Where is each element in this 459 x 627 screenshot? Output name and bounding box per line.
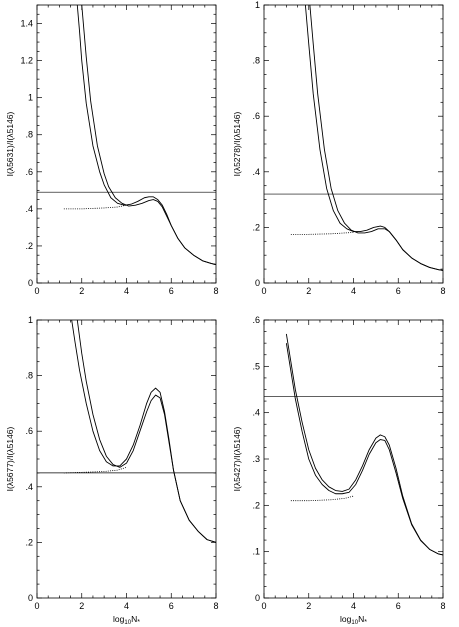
y-tick-label: 0 <box>255 593 260 603</box>
y-tick-label: .4 <box>25 204 33 214</box>
x-tick-label: 2 <box>79 286 84 296</box>
dotted-series-line <box>290 232 354 235</box>
x-tick-label: 4 <box>124 601 129 611</box>
x-tick-label: 8 <box>440 286 445 296</box>
dotted-series-line <box>63 204 127 210</box>
y-tick-label: .8 <box>25 130 33 140</box>
x-tick-label: 4 <box>351 601 356 611</box>
y-tick-label: 1.2 <box>20 56 33 66</box>
y-tick-label: .3 <box>252 454 260 464</box>
y-tick-label: .4 <box>25 482 33 492</box>
y-axis-label: I(λ5677)/I(λ5146) <box>5 426 15 491</box>
curves <box>63 320 216 543</box>
x-tick-label: 0 <box>34 286 39 296</box>
x-tick-label: 4 <box>351 286 356 296</box>
x-tick-label: 8 <box>440 601 445 611</box>
series-line-1 <box>285 333 443 556</box>
y-tick-label: 1 <box>28 315 33 325</box>
series-line-2 <box>76 320 216 543</box>
y-tick-label: .1 <box>252 547 260 557</box>
plot-frame <box>36 4 217 284</box>
series-line-1 <box>76 5 216 265</box>
x-tick-label: 2 <box>306 601 311 611</box>
y-axis-label: I(λ5631)/I(λ5146) <box>5 111 15 176</box>
x-tick-label: 0 <box>261 286 266 296</box>
y-axis-label: I(λ5427)/I(λ5146) <box>232 426 242 491</box>
x-tick-label: 6 <box>396 286 401 296</box>
y-tick-label: .4 <box>252 408 260 418</box>
dotted-series-line <box>290 495 354 502</box>
plot-frame <box>263 4 444 284</box>
curves <box>285 333 443 556</box>
x-tick-label: 0 <box>261 601 266 611</box>
panel-1: 0 2 4 6 8 0 .2 .4 .6 .8 1 1.2 1.4 I(λ5631)/I(λ5146) <box>5 4 219 296</box>
y-tick-label: 1 <box>28 93 33 103</box>
curves <box>63 5 216 265</box>
panel-4: 0 2 4 6 8 0 .1 .2 .3 .4 .5 .6 I(λ5427)/I(λ5146) log10… <box>232 315 446 626</box>
y-tick-label: .2 <box>252 222 260 232</box>
x-axis-label: log10N* <box>113 614 140 626</box>
y-tick-label: .8 <box>25 371 33 381</box>
panel-3: 0 2 4 6 8 0 .2 .4 .6 .8 1 I(λ5677)/I(λ5146) log10N* <box>5 315 219 626</box>
y-tick-label: 1 <box>255 0 260 10</box>
panel-2: 0 2 4 6 8 0 .2 .4 .6 .8 1 I(λ5278)/I(λ5146) <box>232 0 446 296</box>
y-tick-label: .2 <box>252 500 260 510</box>
x-tick-label: 6 <box>169 601 174 611</box>
curves <box>290 5 443 271</box>
y-tick-label: 1.4 <box>20 19 33 29</box>
x-tick-label: 6 <box>396 601 401 611</box>
x-tick-label: 2 <box>306 286 311 296</box>
y-tick-label: .4 <box>252 167 260 177</box>
x-tick-label: 8 <box>213 286 218 296</box>
y-tick-label: .6 <box>25 167 33 177</box>
y-tick-label: 0 <box>28 278 33 288</box>
x-tick-label: 6 <box>169 286 174 296</box>
series-line-1 <box>71 320 216 543</box>
series-line-2 <box>309 5 443 271</box>
y-tick-label: 0 <box>255 278 260 288</box>
x-tick-label: 2 <box>79 601 84 611</box>
x-tick-label: 8 <box>213 601 218 611</box>
x-tick-label: 0 <box>34 601 39 611</box>
y-tick-label: .2 <box>25 241 33 251</box>
x-axis-label: log10N* <box>340 614 367 626</box>
series-line-2 <box>285 343 443 556</box>
y-axis-label: I(λ5278)/I(λ5146) <box>232 111 242 176</box>
y-tick-label: .2 <box>25 537 33 547</box>
series-line-2 <box>81 5 216 265</box>
y-tick-label: 0 <box>28 593 33 603</box>
y-tick-label: .6 <box>25 426 33 436</box>
y-tick-label: .6 <box>252 111 260 121</box>
y-tick-label: .6 <box>252 315 260 325</box>
dotted-series-line <box>63 466 127 474</box>
y-tick-label: .5 <box>252 361 260 371</box>
x-tick-label: 4 <box>124 286 129 296</box>
y-tick-label: .8 <box>252 56 260 66</box>
